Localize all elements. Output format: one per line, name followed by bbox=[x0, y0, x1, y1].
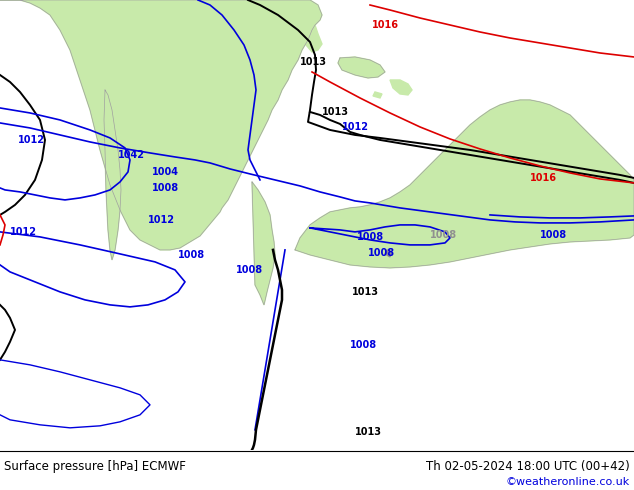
Text: 1013: 1013 bbox=[352, 287, 379, 297]
Polygon shape bbox=[390, 80, 412, 95]
Polygon shape bbox=[338, 57, 385, 78]
Text: 1008: 1008 bbox=[540, 230, 567, 240]
Text: 1016: 1016 bbox=[530, 173, 557, 183]
Polygon shape bbox=[0, 0, 322, 250]
Text: 1008: 1008 bbox=[430, 230, 457, 240]
Polygon shape bbox=[104, 90, 121, 260]
Text: 1016: 1016 bbox=[372, 20, 399, 30]
Text: 1004: 1004 bbox=[152, 167, 179, 177]
Text: 1013: 1013 bbox=[300, 57, 327, 67]
Text: 1008: 1008 bbox=[357, 232, 384, 242]
Text: 1012: 1012 bbox=[148, 215, 175, 225]
Text: 1042: 1042 bbox=[118, 150, 145, 160]
Text: 1013: 1013 bbox=[355, 427, 382, 437]
Polygon shape bbox=[385, 250, 392, 257]
Polygon shape bbox=[295, 100, 634, 268]
Text: 1012: 1012 bbox=[18, 135, 45, 145]
Text: 1008: 1008 bbox=[368, 248, 395, 258]
Text: 1012: 1012 bbox=[10, 227, 37, 237]
Text: 1008: 1008 bbox=[236, 265, 263, 275]
Text: 1013: 1013 bbox=[322, 107, 349, 117]
Text: 1008: 1008 bbox=[152, 183, 179, 193]
Text: 1008: 1008 bbox=[350, 340, 377, 350]
Polygon shape bbox=[300, 18, 322, 52]
Text: Surface pressure [hPa] ECMWF: Surface pressure [hPa] ECMWF bbox=[4, 460, 186, 473]
Polygon shape bbox=[252, 182, 275, 305]
Text: Th 02-05-2024 18:00 UTC (00+42): Th 02-05-2024 18:00 UTC (00+42) bbox=[426, 460, 630, 473]
Text: 1012: 1012 bbox=[342, 122, 369, 132]
Polygon shape bbox=[373, 92, 382, 98]
Text: ©weatheronline.co.uk: ©weatheronline.co.uk bbox=[506, 477, 630, 487]
Text: 1008: 1008 bbox=[178, 250, 205, 260]
